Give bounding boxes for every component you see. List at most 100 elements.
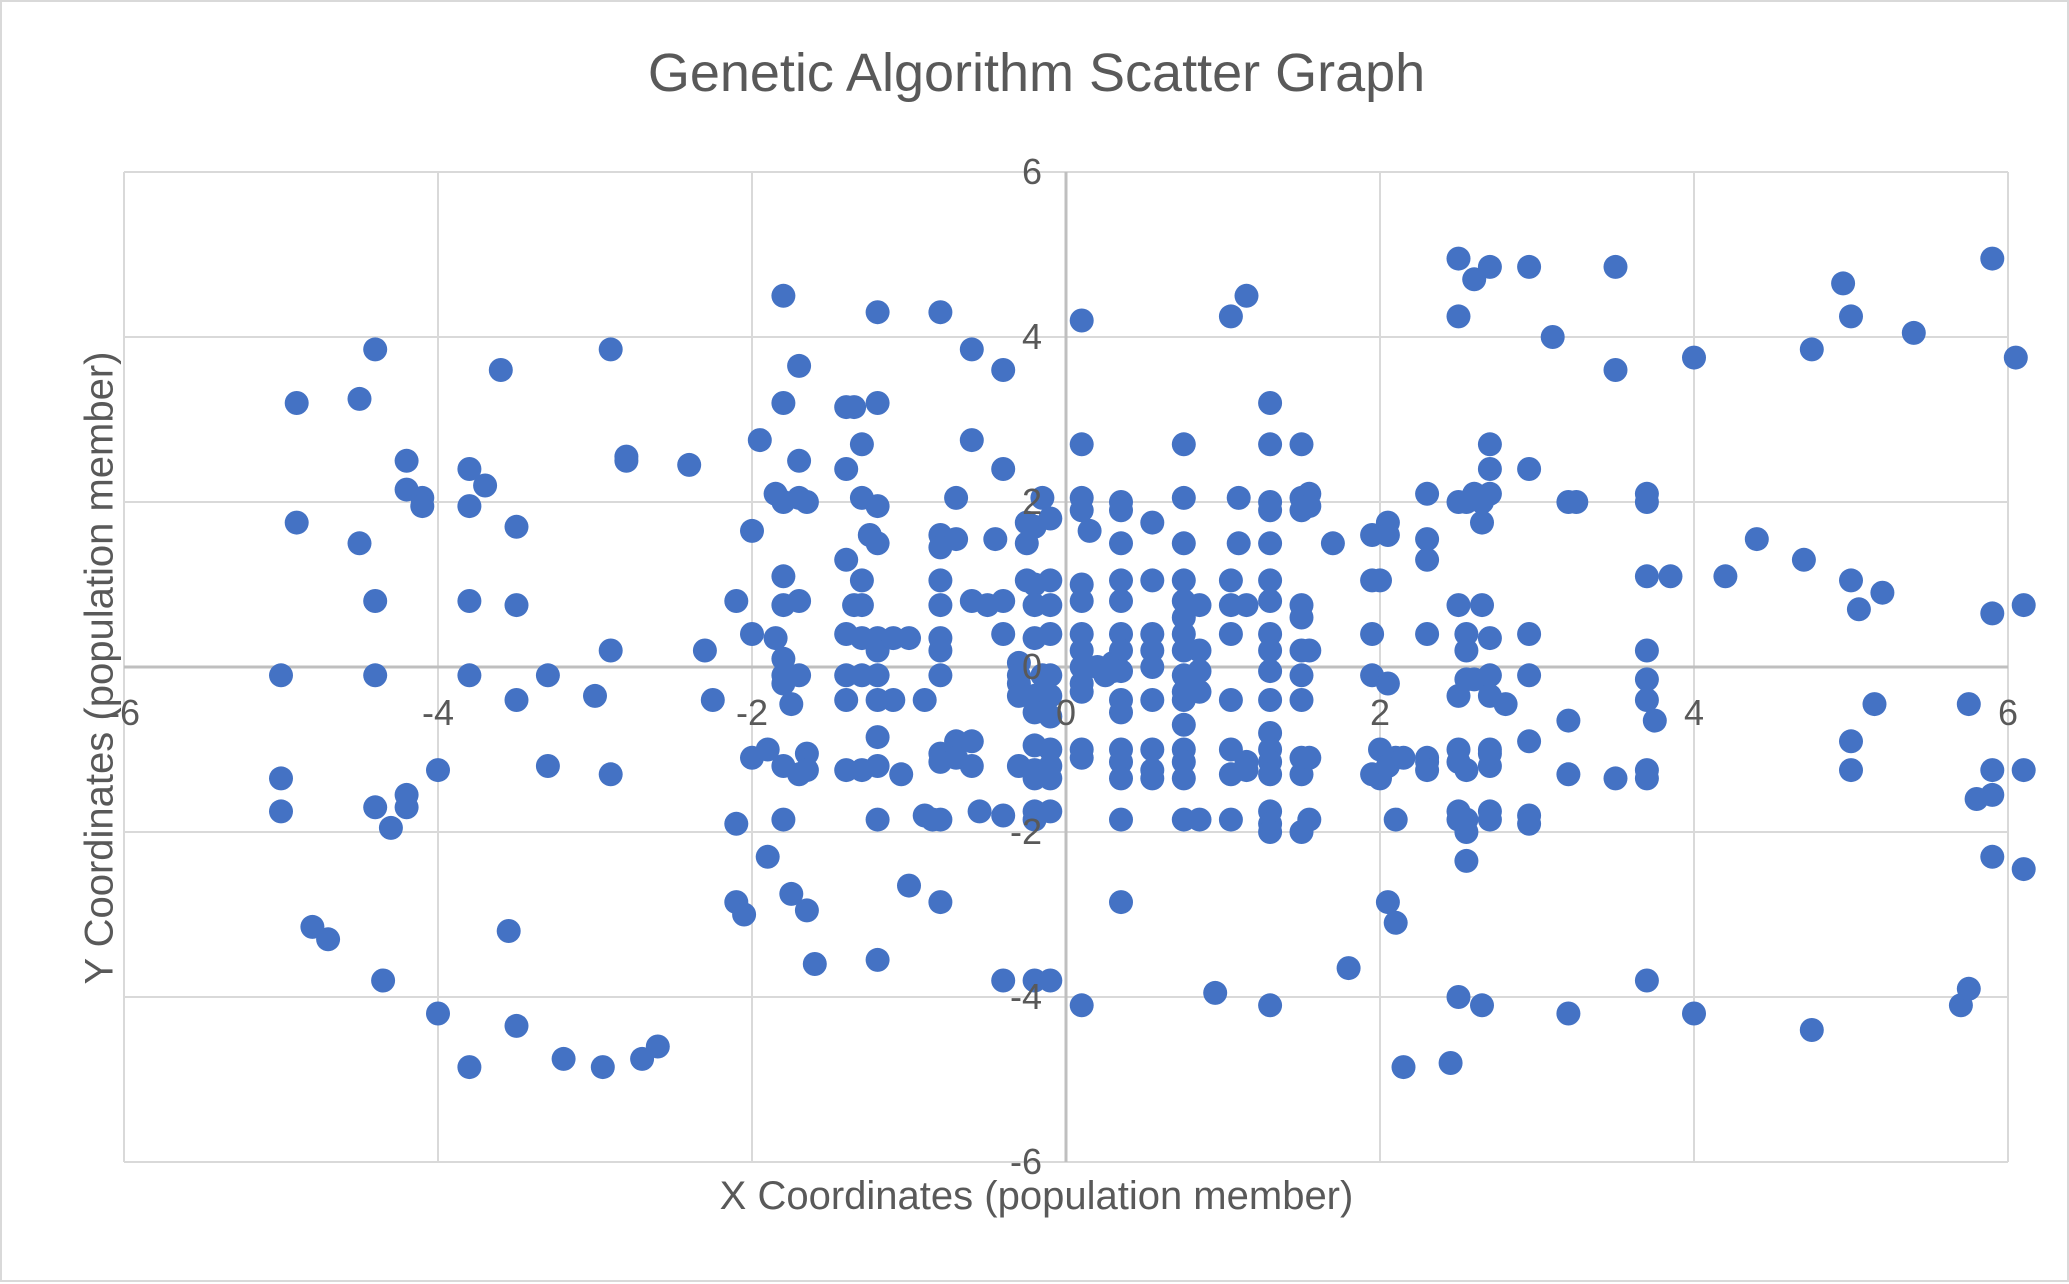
y-tick-label: -2 bbox=[1010, 811, 1042, 852]
data-point bbox=[1030, 663, 1055, 688]
data-point bbox=[771, 283, 796, 308]
data-point bbox=[1477, 457, 1502, 481]
data-point bbox=[457, 1055, 482, 1080]
data-point bbox=[1415, 622, 1440, 646]
data-point bbox=[849, 593, 874, 618]
data-point bbox=[1006, 754, 1031, 778]
data-point bbox=[1069, 993, 1094, 1018]
data-point bbox=[865, 807, 890, 832]
data-point bbox=[1658, 564, 1683, 589]
data-point bbox=[1862, 692, 1887, 717]
data-point bbox=[912, 688, 937, 712]
data-point bbox=[535, 754, 560, 778]
data-point bbox=[959, 729, 984, 754]
data-point bbox=[787, 448, 812, 473]
data-point bbox=[794, 741, 819, 766]
data-point bbox=[1109, 622, 1133, 646]
data-point bbox=[504, 514, 529, 539]
data-point bbox=[1634, 667, 1659, 692]
data-point bbox=[1258, 993, 1283, 1018]
data-point bbox=[1203, 980, 1228, 1005]
data-point bbox=[457, 457, 482, 481]
data-point bbox=[787, 353, 812, 378]
x-tick-label: 4 bbox=[1684, 692, 1704, 733]
data-point bbox=[771, 391, 796, 415]
data-point bbox=[1187, 679, 1212, 704]
data-point bbox=[371, 968, 396, 993]
data-point bbox=[1477, 432, 1502, 457]
data-point bbox=[1634, 688, 1659, 712]
data-point bbox=[504, 688, 529, 712]
data-point bbox=[1799, 337, 1824, 362]
data-point bbox=[991, 457, 1016, 481]
data-point bbox=[983, 527, 1008, 552]
y-tick-label: 0 bbox=[1022, 646, 1042, 687]
data-point bbox=[1956, 692, 1981, 717]
data-point bbox=[787, 663, 812, 688]
data-point bbox=[1446, 985, 1471, 1009]
x-tick-label: -2 bbox=[736, 692, 768, 733]
data-point bbox=[598, 337, 623, 362]
data-point bbox=[473, 473, 498, 498]
data-point bbox=[928, 638, 953, 663]
data-point bbox=[394, 448, 419, 473]
x-tick-label: -4 bbox=[422, 692, 454, 733]
data-point bbox=[1603, 358, 1628, 382]
data-point bbox=[1289, 605, 1314, 630]
data-point bbox=[1234, 758, 1259, 783]
data-point bbox=[897, 626, 921, 651]
data-point bbox=[991, 589, 1016, 613]
y-tick-label: 4 bbox=[1022, 316, 1042, 357]
x-tick-label: 2 bbox=[1370, 692, 1390, 733]
data-point bbox=[1171, 622, 1196, 646]
data-point bbox=[991, 968, 1016, 993]
data-point bbox=[1038, 968, 1063, 993]
data-point bbox=[865, 391, 890, 415]
data-point bbox=[1839, 729, 1863, 754]
data-point bbox=[1171, 568, 1196, 593]
data-point bbox=[834, 547, 859, 572]
data-point bbox=[1383, 910, 1408, 935]
data-point bbox=[1556, 708, 1581, 733]
data-point bbox=[1603, 254, 1628, 279]
data-point bbox=[1713, 564, 1738, 589]
data-point bbox=[1744, 527, 1769, 552]
data-point bbox=[1258, 659, 1283, 684]
data-point bbox=[1289, 688, 1314, 712]
data-point bbox=[1517, 457, 1542, 481]
data-point bbox=[1368, 568, 1392, 593]
data-point bbox=[426, 758, 450, 783]
data-point bbox=[488, 358, 513, 382]
data-point bbox=[865, 663, 890, 688]
data-point bbox=[1109, 498, 1133, 523]
data-point bbox=[1980, 758, 2005, 783]
data-point bbox=[1187, 638, 1212, 663]
data-point bbox=[842, 395, 867, 420]
y-tick-label: 6 bbox=[1022, 151, 1042, 192]
data-point bbox=[1980, 246, 2005, 271]
data-point bbox=[740, 518, 764, 543]
data-point bbox=[1258, 638, 1283, 663]
data-point bbox=[1171, 749, 1196, 774]
data-point bbox=[1360, 622, 1385, 646]
data-point bbox=[865, 947, 890, 972]
data-point bbox=[724, 811, 749, 836]
data-point bbox=[284, 510, 309, 535]
data-point bbox=[1391, 1055, 1416, 1080]
data-point bbox=[363, 337, 388, 362]
data-point bbox=[1454, 820, 1479, 844]
x-tick-label: 0 bbox=[1056, 692, 1076, 733]
data-point bbox=[269, 766, 293, 791]
data-point bbox=[1038, 704, 1063, 729]
data-point bbox=[645, 1034, 670, 1059]
data-point bbox=[928, 568, 953, 593]
data-point bbox=[959, 754, 984, 778]
data-point bbox=[1109, 807, 1133, 832]
data-point bbox=[1446, 246, 1471, 271]
data-point bbox=[2011, 593, 2036, 618]
data-point bbox=[865, 531, 890, 556]
data-point bbox=[363, 663, 388, 688]
data-point bbox=[1415, 758, 1440, 783]
data-point bbox=[1187, 659, 1212, 684]
data-point bbox=[740, 622, 764, 646]
